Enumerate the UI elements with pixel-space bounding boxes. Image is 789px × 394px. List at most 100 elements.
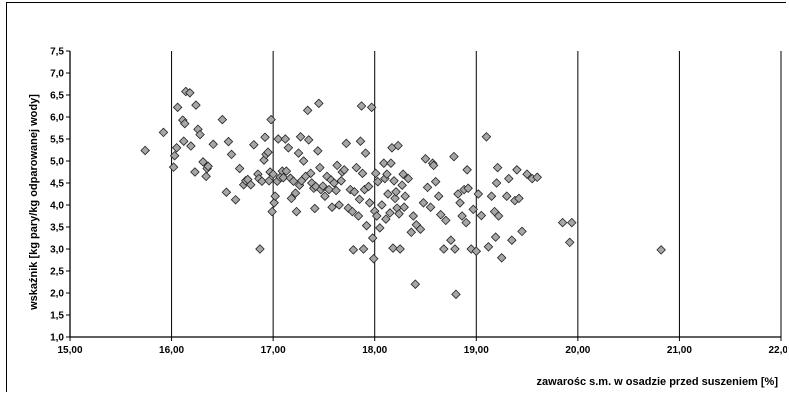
data-point — [180, 118, 190, 129]
data-point — [230, 194, 241, 205]
data-point — [496, 253, 507, 263]
data-point — [481, 132, 492, 142]
data-point — [310, 203, 320, 214]
data-point — [293, 148, 304, 158]
data-point — [379, 158, 389, 168]
data-point — [386, 158, 396, 168]
data-point — [314, 98, 324, 109]
data-point — [490, 232, 501, 242]
data-point — [375, 223, 385, 233]
data-point — [367, 233, 378, 243]
data-point — [341, 138, 352, 149]
data-point — [295, 132, 306, 142]
data-point — [517, 226, 527, 237]
x-tick-label: 16,00 — [159, 345, 184, 356]
data-point — [446, 235, 456, 245]
data-point — [186, 141, 196, 151]
data-point — [457, 211, 467, 221]
data-point — [357, 168, 368, 179]
data-point — [388, 243, 398, 253]
data-point — [483, 242, 494, 252]
data-point — [280, 134, 291, 144]
data-point — [329, 178, 339, 188]
y-tick-label: 1,0 — [50, 333, 64, 344]
data-point — [435, 209, 446, 220]
data-point — [504, 173, 514, 184]
data-point — [257, 176, 267, 187]
y-tick-label: 4,5 — [50, 179, 64, 190]
data-point — [169, 150, 180, 161]
x-tick-labels: 15,00 16,00 17,00 18,00 19,00 20,00 21,00 22,00 — [57, 345, 787, 356]
data-point — [336, 176, 346, 186]
data-point — [324, 184, 334, 195]
y-tick-label: 5,5 — [50, 135, 64, 146]
y-tick-label: 4,0 — [50, 201, 64, 212]
data-point — [318, 181, 328, 191]
data-point — [263, 147, 273, 157]
data-point — [522, 169, 532, 179]
data-point — [351, 162, 362, 173]
data-point — [398, 169, 408, 179]
data-point — [223, 136, 234, 147]
data-point — [281, 166, 292, 176]
data-point — [201, 171, 211, 182]
data-point — [339, 165, 350, 175]
data-point — [356, 101, 367, 111]
data-point — [332, 160, 342, 171]
grid-lines — [171, 51, 782, 337]
data-point — [221, 187, 232, 198]
x-tick-label: 19,00 — [464, 345, 489, 356]
y-tick-label: 5,0 — [50, 157, 64, 168]
x-tick-label: 20,00 — [565, 345, 590, 356]
data-point — [320, 191, 330, 201]
data-point — [514, 193, 524, 204]
data-point — [507, 235, 517, 245]
data-point — [368, 253, 379, 264]
data-point — [382, 169, 392, 179]
y-tick-label: 6,0 — [50, 113, 64, 124]
data-points — [140, 86, 666, 300]
data-point — [226, 149, 237, 160]
data-point — [353, 211, 364, 221]
data-point — [140, 145, 150, 156]
data-point — [557, 217, 568, 228]
data-point — [439, 244, 449, 254]
data-point — [408, 211, 419, 221]
y-tick-label: 3,0 — [50, 245, 64, 256]
data-point — [455, 198, 465, 208]
data-point — [286, 193, 297, 204]
data-point — [476, 210, 487, 221]
data-point — [463, 183, 473, 194]
data-point — [394, 209, 404, 219]
data-point — [327, 202, 337, 212]
data-point — [355, 136, 366, 146]
data-point — [486, 191, 497, 201]
data-point — [290, 188, 301, 198]
data-point — [370, 168, 381, 179]
chart-frame: 15,00 16,00 17,00 18,00 19,00 20,00 21,00 22,00… — [6, 2, 787, 392]
data-point — [403, 173, 413, 184]
data-point — [381, 214, 391, 224]
data-point — [453, 189, 463, 199]
data-point — [298, 156, 309, 166]
data-point — [395, 244, 405, 254]
data-point — [302, 105, 313, 116]
data-point — [203, 161, 213, 172]
data-point — [420, 154, 431, 164]
data-point — [493, 211, 504, 221]
data-point — [468, 204, 479, 215]
data-point — [172, 102, 183, 113]
data-point — [377, 200, 387, 210]
x-tick-label: 18,00 — [362, 345, 387, 356]
data-point — [331, 185, 341, 196]
data-point — [383, 189, 393, 199]
data-point — [171, 143, 182, 153]
data-point — [449, 151, 459, 162]
y-tick-label: 2,5 — [50, 267, 64, 278]
data-point — [532, 172, 542, 183]
data-point — [385, 208, 395, 218]
data-point — [334, 200, 344, 210]
data-point — [410, 279, 421, 289]
data-point — [273, 134, 283, 144]
data-point — [389, 176, 399, 186]
